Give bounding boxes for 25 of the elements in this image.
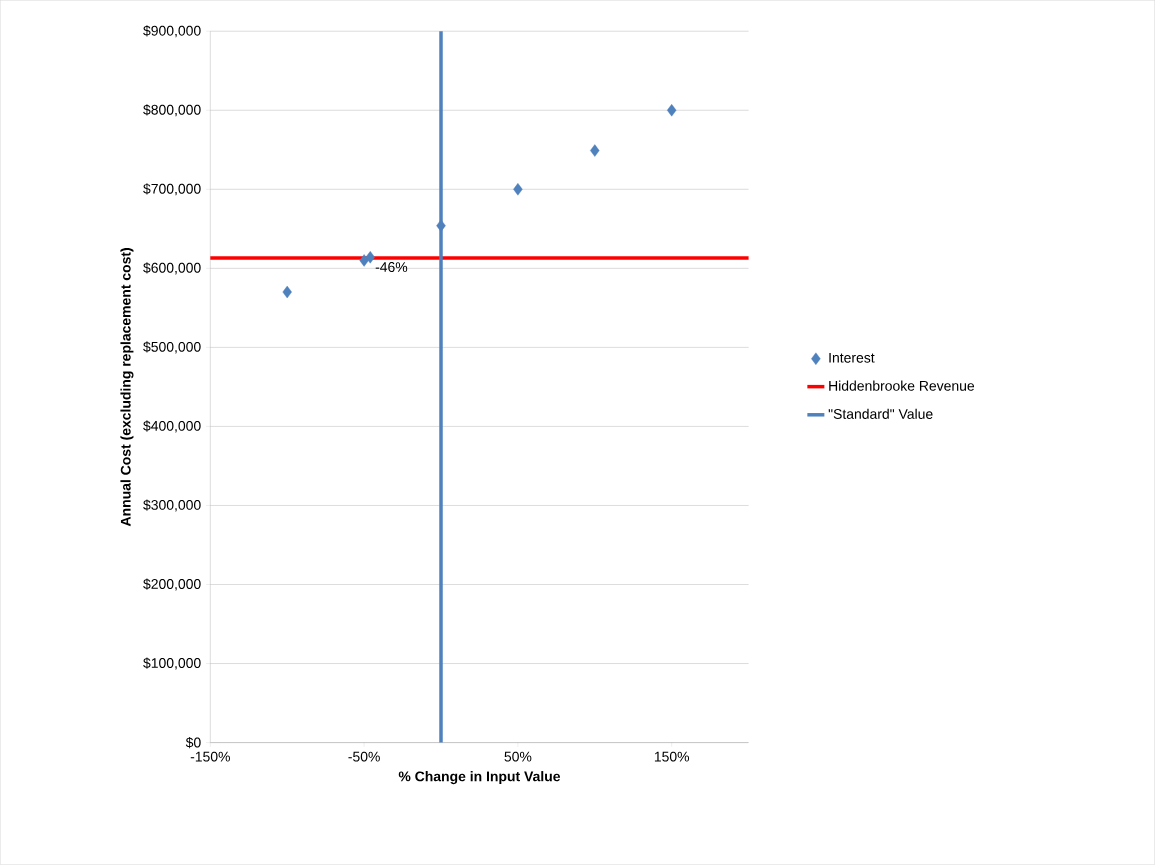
point xyxy=(513,183,523,196)
y-tick-label: $0 xyxy=(185,737,201,749)
x-axis-title: % Change in Input Value xyxy=(398,771,561,785)
y-tick-label: $300,000 xyxy=(143,499,201,512)
y-tick-label: $600,000 xyxy=(143,262,201,275)
y-tick-label: $700,000 xyxy=(143,183,201,196)
y-tick-label: $400,000 xyxy=(143,420,201,433)
x-tick-label: 50% xyxy=(504,751,532,762)
y-axis-title: Annual Cost (excluding replacement cost) xyxy=(120,248,134,527)
y-tick-label: $500,000 xyxy=(143,341,201,354)
y-tick-label: $800,000 xyxy=(143,104,201,117)
point xyxy=(282,285,292,299)
point xyxy=(365,251,375,264)
annotation: -46% xyxy=(375,262,408,273)
y-tick-label: $100,000 xyxy=(143,657,201,670)
legend-label: "Standard" Value xyxy=(828,408,933,420)
x-tick-label: 150% xyxy=(654,751,690,762)
x-tick-label: -50% xyxy=(348,751,380,762)
legend-label: Hiddenbrooke Revenue xyxy=(829,380,975,391)
point xyxy=(667,104,677,117)
x-tick-label: -150% xyxy=(190,751,230,762)
legend-label: Interest xyxy=(829,352,875,363)
point xyxy=(590,144,600,157)
y-tick-label: $900,000 xyxy=(143,25,201,38)
y-tick-label: $200,000 xyxy=(143,578,201,591)
